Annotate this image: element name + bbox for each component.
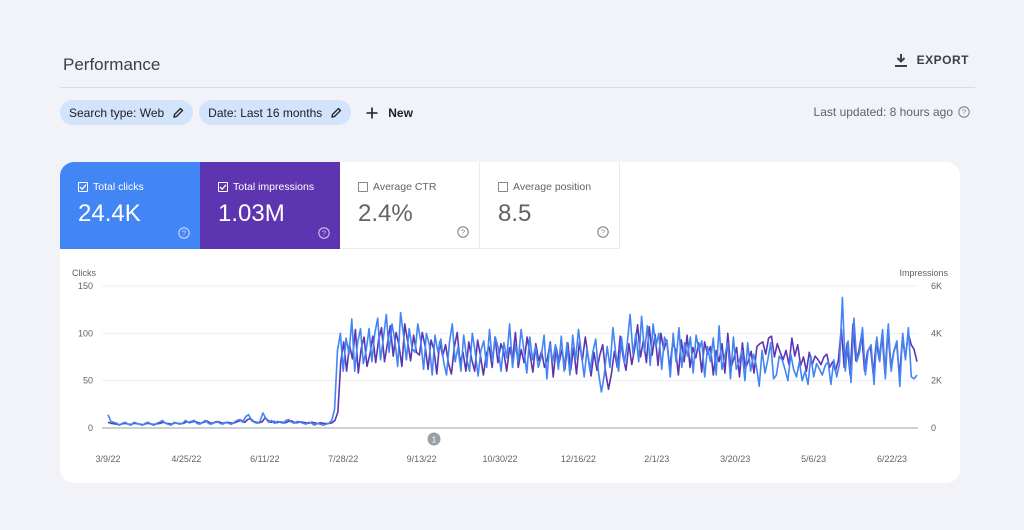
x-tick-label: 6/22/23 [877,454,907,464]
metric-label: Total impressions [233,181,315,193]
total-clicks-tab[interactable]: Total clicks 24.4K ? [60,162,200,249]
checkbox-unchecked-icon[interactable] [358,182,368,192]
new-filter-button[interactable]: New [366,106,413,120]
chip-label: Search type: Web [69,105,165,120]
last-updated-text: Last updated: 8 hours ago [813,105,953,119]
svg-text:?: ? [962,108,966,117]
export-label: EXPORT [916,53,969,67]
header: Performance EXPORT [60,40,975,88]
help-icon[interactable]: ? [457,226,469,238]
metric-tabs: Total clicks 24.4K ? Total impressions 1… [60,162,620,249]
right-tick-label: 2K [931,376,942,386]
right-tick-label: 0 [931,423,936,433]
left-tick-label: 150 [78,281,93,291]
total-impressions-tab[interactable]: Total impressions 1.03M ? [200,162,340,249]
annotation-marker[interactable] [427,432,441,446]
new-label: New [388,105,413,120]
metric-label: Total clicks [93,181,144,193]
x-tick-label: 3/9/22 [95,454,120,464]
x-tick-label: 6/11/22 [250,454,279,464]
metric-value: 24.4K [78,200,141,227]
metric-label: Average position [513,181,592,193]
help-icon[interactable]: ? [958,106,970,118]
metric-value: 2.4% [358,200,413,227]
svg-text:?: ? [182,229,186,238]
x-tick-label: 10/30/22 [482,454,517,464]
edit-icon [331,107,342,118]
metric-label: Average CTR [373,181,437,193]
line-chart: Clicks Impressions 150 6K 100 4K 50 2K 0 0 3/9/2… [72,268,949,464]
checkbox-checked-icon[interactable] [78,182,88,192]
checkbox-unchecked-icon[interactable] [498,182,508,192]
performance-chart: Clicks Impressions 150 6K 100 4K 50 2K 0 0 3/9/2… [60,262,960,483]
x-tick-label: 3/20/23 [720,454,750,464]
right-axis-label: Impressions [899,268,948,278]
filter-bar: Search type: Web Date: Last 16 months Ne… [60,100,413,125]
download-icon [894,54,907,67]
svg-text:?: ? [601,228,605,237]
x-tick-label: 7/28/22 [328,454,358,464]
export-button[interactable]: EXPORT [894,53,969,67]
average-ctr-tab[interactable]: Average CTR 2.4% ? [340,162,480,249]
chart-annotation[interactable]: 1 [427,432,441,446]
last-updated: Last updated: 8 hours ago ? [814,105,970,119]
svg-text:?: ? [322,229,326,238]
left-axis-label: Clicks [72,268,96,278]
date-filter-chip[interactable]: Date: Last 16 months [199,100,352,125]
x-tick-label: 12/16/22 [561,454,596,464]
x-tick-label: 9/13/22 [407,454,437,464]
help-icon[interactable]: ? [318,227,330,239]
metric-value: 1.03M [218,200,285,227]
checkbox-checked-icon[interactable] [218,182,228,192]
page-title: Performance [63,55,161,74]
right-tick-label: 4K [931,328,942,338]
search-type-filter-chip[interactable]: Search type: Web [60,100,194,125]
right-tick-label: 6K [931,281,942,291]
chip-label: Date: Last 16 months [208,105,323,120]
edit-icon [173,107,184,118]
left-tick-label: 0 [88,423,93,433]
series-line-clicks [107,296,918,426]
x-tick-label: 5/6/23 [801,454,826,464]
average-position-tab[interactable]: Average position 8.5 ? [480,162,620,249]
annotation-label: 1 [432,435,437,445]
svg-text:?: ? [461,228,465,237]
performance-card: Total clicks 24.4K ? Total impressions 1… [60,162,960,483]
help-icon[interactable]: ? [178,227,190,239]
plus-icon [366,107,378,118]
x-tick-label: 2/1/23 [644,454,669,464]
left-tick-label: 50 [83,376,93,386]
metric-value: 8.5 [498,200,532,227]
left-tick-label: 100 [78,328,93,338]
x-tick-label: 4/25/22 [171,454,201,464]
help-icon[interactable]: ? [597,226,609,238]
